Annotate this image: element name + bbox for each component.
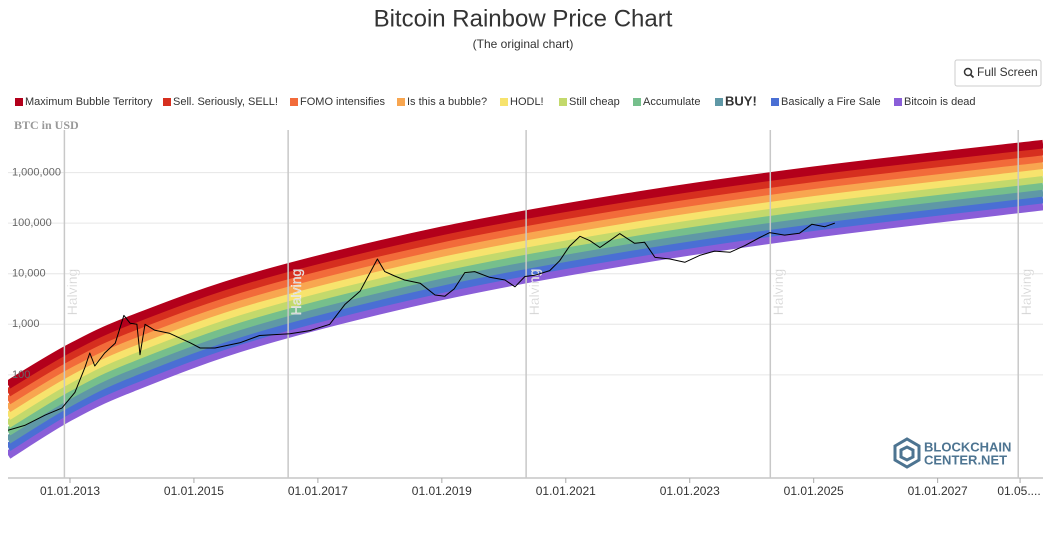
- y-tick-label: 100,000: [12, 217, 52, 229]
- y-tick-label: 100: [12, 369, 30, 381]
- logo-cube-inner: [899, 445, 915, 462]
- x-tick-label: 01.01.2019: [412, 484, 472, 498]
- legend: Maximum Bubble Territory Sell. Seriously,…: [15, 93, 976, 108]
- legend-label[interactable]: HODL!: [510, 96, 544, 108]
- legend-label[interactable]: Basically a Fire Sale: [781, 96, 881, 108]
- logo-cube: [893, 437, 921, 469]
- legend-label[interactable]: FOMO intensifies: [300, 96, 385, 108]
- rainbow-band: [8, 174, 1043, 428]
- x-tick-label: 01.01.2025: [784, 484, 844, 498]
- legend-swatch[interactable]: [163, 98, 171, 106]
- watermark-logo: [893, 437, 921, 469]
- halving-label: Halving: [526, 269, 542, 316]
- legend-label[interactable]: Accumulate: [643, 96, 700, 108]
- x-tick-label: 01.01.2023: [660, 484, 720, 498]
- full-screen-button[interactable]: Full Screen: [954, 59, 1042, 87]
- zoom-icon-handle[interactable]: [969, 73, 975, 79]
- legend-swatch[interactable]: [771, 98, 779, 106]
- x-tick-label: 01.05....: [997, 484, 1040, 498]
- rainbow-bands: [8, 139, 1043, 459]
- chart-title: Bitcoin Rainbow Price Chart: [374, 5, 673, 32]
- x-tick-label: 01.01.2027: [908, 484, 968, 498]
- y-tick-label: 10,000: [12, 268, 46, 280]
- legend-swatch[interactable]: [633, 98, 641, 106]
- legend-swatch[interactable]: [15, 98, 23, 106]
- y-tick-label: 1,000,000: [12, 166, 61, 178]
- legend-swatch[interactable]: [894, 98, 902, 106]
- rainbow-band: [8, 187, 1043, 444]
- price-line: [8, 222, 835, 431]
- legend-item[interactable]: Bitcoin is dead: [894, 96, 976, 108]
- legend-item[interactable]: Basically a Fire Sale: [771, 96, 881, 108]
- legend-label[interactable]: BUY!: [725, 93, 757, 108]
- legend-swatch[interactable]: [290, 98, 298, 106]
- legend-item[interactable]: FOMO intensifies: [290, 96, 385, 108]
- price-line-group: [8, 222, 835, 431]
- halving-label: Halving: [64, 269, 80, 316]
- legend-item[interactable]: Maximum Bubble Territory: [15, 96, 153, 108]
- watermark-text: BLOCKCHAIN: [924, 439, 1011, 454]
- legend-label[interactable]: Still cheap: [569, 96, 620, 108]
- y-tick-label: 1,000: [12, 318, 40, 330]
- legend-swatch[interactable]: [397, 98, 405, 106]
- y-axis-title: BTC in USD: [14, 118, 79, 132]
- rainbow-band: [8, 194, 1043, 451]
- halving-label: Halving: [1018, 269, 1034, 316]
- legend-label[interactable]: Sell. Seriously, SELL!: [173, 96, 278, 108]
- legend-label[interactable]: Maximum Bubble Territory: [25, 96, 153, 108]
- legend-item[interactable]: Is this a bubble?: [397, 96, 487, 108]
- chart-subtitle: (The original chart): [473, 37, 574, 51]
- halving-label: Halving: [770, 269, 786, 316]
- legend-label[interactable]: Is this a bubble?: [407, 96, 487, 108]
- rainbow-band: [8, 139, 1043, 389]
- legend-item[interactable]: HODL!: [500, 96, 544, 108]
- rainbow-band: [8, 160, 1043, 412]
- halvings: Halving Halving Halving Halving Halving: [63, 130, 1034, 478]
- legend-swatch[interactable]: [559, 98, 567, 106]
- rainbow-band: [8, 181, 1043, 436]
- axis-labels: 100 1,000 10,000 100,000 1,000,000 01.01.2013…: [12, 166, 1041, 498]
- legend-item[interactable]: Sell. Seriously, SELL!: [163, 96, 278, 108]
- button-label[interactable]: Full Screen: [977, 65, 1038, 79]
- rainbow-band: [8, 153, 1043, 405]
- watermark: BLOCKCHAIN CENTER.NET: [893, 437, 1011, 469]
- legend-swatch[interactable]: [715, 98, 723, 106]
- x-tick-label: 01.01.2021: [536, 484, 596, 498]
- x-tick-label: 01.01.2017: [288, 484, 348, 498]
- x-tick-label: 01.01.2013: [40, 484, 100, 498]
- button-frame[interactable]: [954, 59, 1042, 87]
- legend-item[interactable]: Still cheap: [559, 96, 620, 108]
- legend-label[interactable]: Bitcoin is dead: [904, 96, 976, 108]
- rainbow-band: [8, 146, 1043, 397]
- x-tick-label: 01.01.2015: [164, 484, 224, 498]
- legend-item[interactable]: Accumulate: [633, 96, 700, 108]
- zoom-icon[interactable]: [963, 67, 973, 77]
- watermark-text: CENTER.NET: [924, 452, 1007, 467]
- halving-label: Halving: [288, 269, 304, 316]
- legend-item[interactable]: BUY!: [715, 93, 757, 108]
- rainbow-band: [8, 167, 1043, 420]
- legend-swatch[interactable]: [500, 98, 508, 106]
